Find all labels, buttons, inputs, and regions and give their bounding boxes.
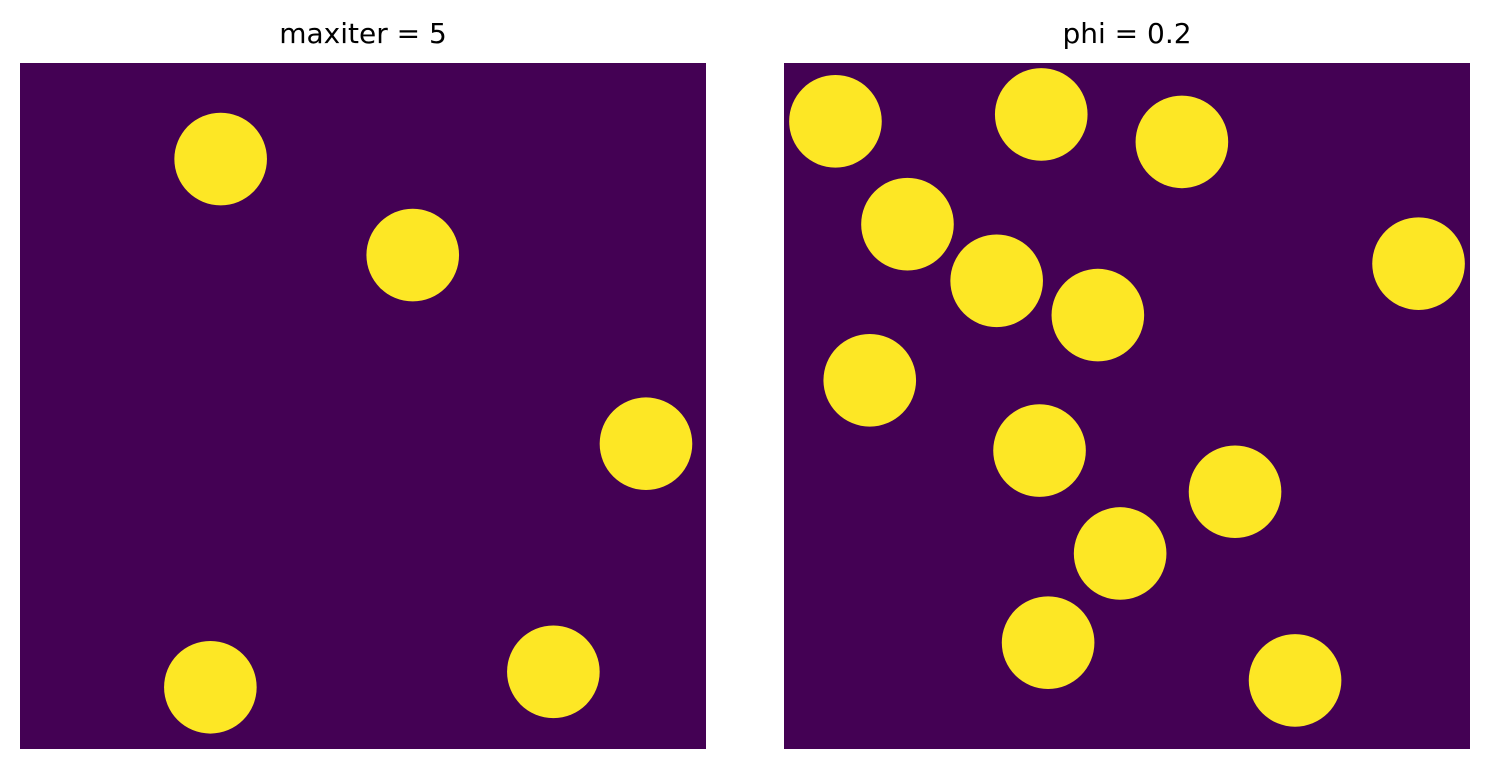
particle-point — [1051, 268, 1145, 362]
particle-point — [993, 404, 1086, 497]
particle-point — [950, 234, 1043, 328]
particle-point — [1372, 217, 1465, 310]
particle-point — [164, 640, 257, 734]
particle-point — [1248, 634, 1342, 727]
particle-point — [1188, 445, 1282, 539]
particle-point — [1073, 507, 1167, 600]
particle-point — [789, 75, 882, 168]
particle-point — [174, 112, 267, 206]
particle-point — [599, 397, 693, 491]
particle-point — [507, 625, 600, 719]
panel-title: phi = 0.2 — [1062, 17, 1192, 50]
image-plot — [784, 63, 1470, 749]
particle-point — [823, 333, 917, 427]
panel-maxiter: maxiter = 5 — [20, 0, 706, 768]
particle-point — [366, 208, 460, 302]
panel-title: maxiter = 5 — [279, 17, 447, 50]
panel-phi: phi = 0.2 — [784, 0, 1470, 768]
particle-point — [994, 68, 1088, 161]
plot-background — [20, 63, 706, 749]
particle-point — [1135, 95, 1229, 189]
particle-point — [1001, 596, 1095, 689]
image-plot — [20, 63, 706, 749]
particle-point — [861, 177, 954, 271]
